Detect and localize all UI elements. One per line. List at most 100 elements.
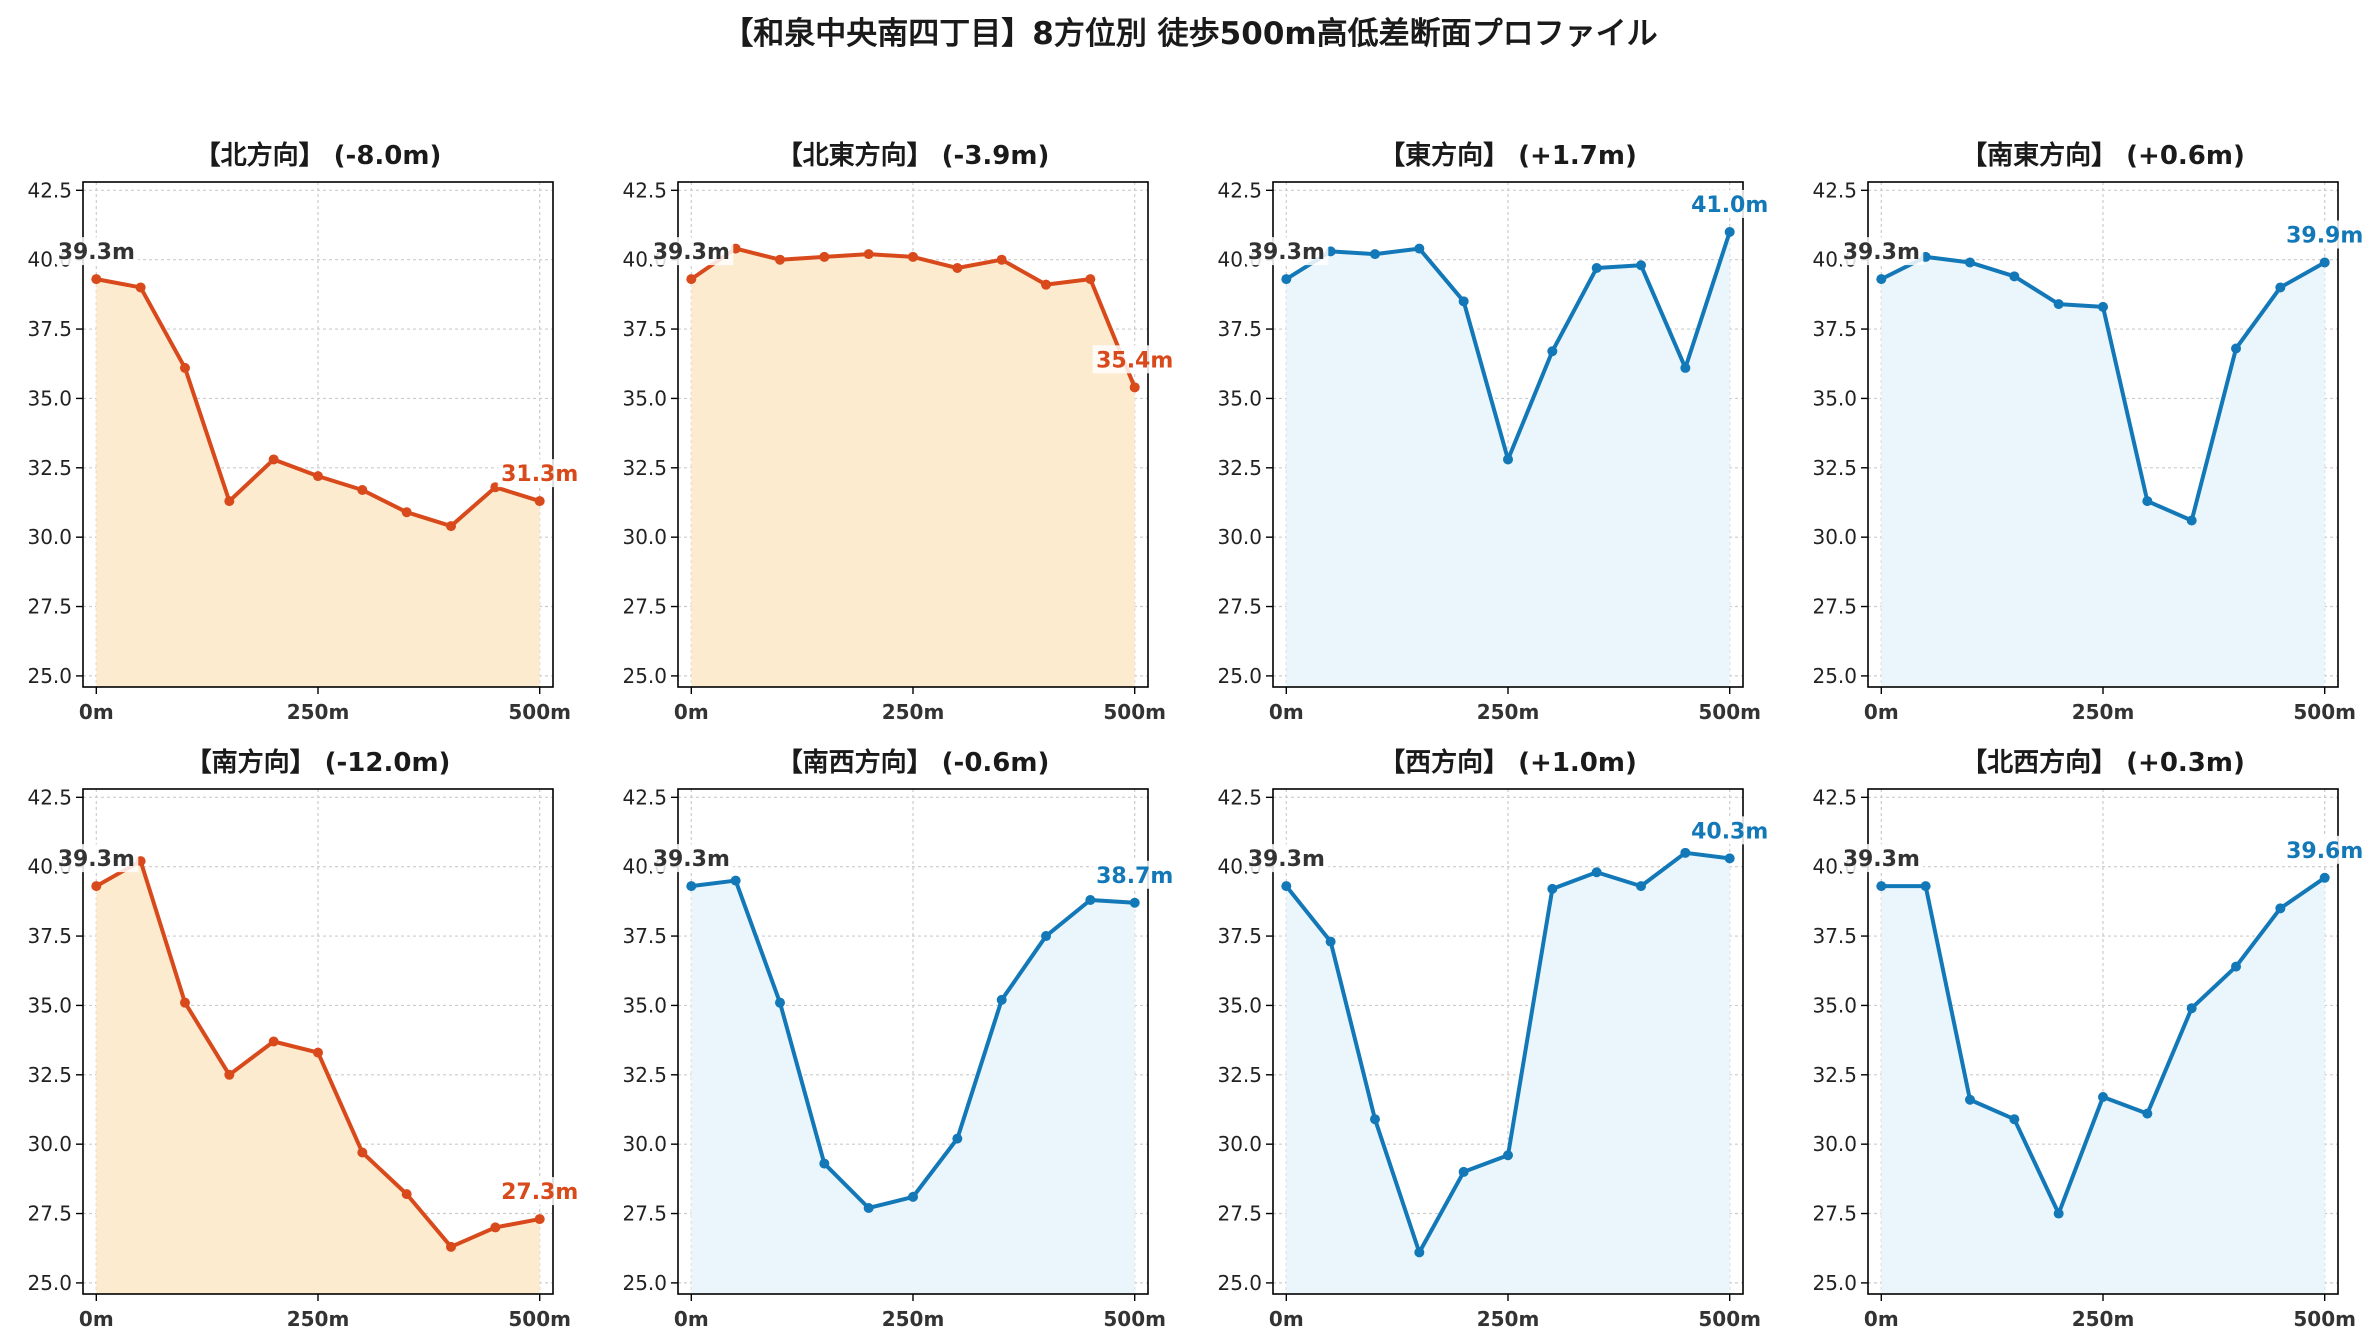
area-fill — [691, 248, 1135, 687]
x-tick-label: 250m — [287, 700, 350, 724]
chart-title: 【南東方向】 (+0.6m) — [1961, 140, 2245, 171]
y-tick-label: 25.0 — [622, 1271, 667, 1295]
data-point — [1041, 931, 1052, 942]
data-point — [1591, 867, 1602, 878]
data-point — [534, 496, 545, 507]
start-elevation-label: 39.3m — [1248, 240, 1325, 265]
x-tick-label: 250m — [2072, 700, 2135, 724]
chart-panel-5: 【南西方向】 (-0.6m)25.027.530.032.535.037.540… — [622, 747, 1177, 1331]
data-point — [446, 521, 457, 532]
data-point — [2009, 271, 2020, 282]
x-tick-label: 0m — [1269, 1307, 1304, 1331]
chart-title: 【東方向】 (+1.7m) — [1379, 140, 1637, 171]
y-tick-label: 27.5 — [1217, 1202, 1262, 1226]
data-point — [2098, 301, 2108, 312]
y-tick-label: 37.5 — [27, 924, 72, 948]
end-label-bg — [1687, 816, 1772, 845]
start-elevation-label: 39.3m — [58, 847, 135, 872]
data-point — [2142, 496, 2153, 507]
start-label-bg — [1841, 844, 1924, 873]
data-point — [1085, 894, 1096, 905]
data-point — [446, 1241, 457, 1252]
end-elevation-label: 40.3m — [1691, 819, 1768, 844]
data-point — [179, 997, 190, 1008]
data-point — [268, 1036, 279, 1047]
data-point — [996, 254, 1007, 265]
x-tick-label: 500m — [2293, 700, 2356, 724]
y-tick-label: 37.5 — [1812, 924, 1857, 948]
data-point — [2231, 343, 2242, 354]
data-point — [313, 1047, 323, 1058]
end-elevation-label: 39.6m — [2286, 839, 2363, 864]
end-elevation-label: 27.3m — [501, 1180, 578, 1205]
y-tick-label: 37.5 — [622, 924, 667, 948]
y-tick-label: 32.5 — [1812, 1063, 1857, 1087]
data-point — [952, 1133, 963, 1144]
area-fill — [691, 880, 1135, 1294]
data-point — [357, 484, 368, 495]
data-point — [135, 282, 146, 293]
end-elevation-label: 41.0m — [1691, 193, 1768, 218]
data-point — [401, 1189, 412, 1200]
start-label-bg — [56, 844, 139, 873]
data-point — [2009, 1114, 2020, 1125]
start-elevation-label: 39.3m — [653, 240, 730, 265]
y-tick-label: 35.0 — [1217, 993, 1262, 1017]
data-point — [1458, 1166, 1469, 1177]
data-point — [863, 249, 874, 260]
x-tick-label: 500m — [2293, 1307, 2356, 1331]
start-label-bg — [56, 237, 139, 266]
data-point — [1281, 274, 1292, 285]
y-tick-label: 42.5 — [1812, 178, 1857, 202]
chart-title: 【南方向】 (-12.0m) — [186, 747, 451, 778]
x-tick-label: 250m — [2072, 1307, 2135, 1331]
data-point — [1636, 260, 1647, 271]
start-elevation-label: 39.3m — [1843, 847, 1920, 872]
data-point — [1636, 881, 1647, 892]
data-point — [774, 254, 785, 265]
y-tick-label: 30.0 — [1812, 1132, 1857, 1156]
data-point — [1547, 346, 1558, 357]
data-point — [534, 1214, 545, 1225]
x-tick-label: 250m — [882, 700, 945, 724]
y-tick-label: 30.0 — [27, 525, 72, 549]
x-tick-label: 500m — [508, 700, 571, 724]
data-point — [2319, 872, 2330, 883]
y-tick-label: 32.5 — [1217, 1063, 1262, 1087]
y-tick-label: 35.0 — [1812, 386, 1857, 410]
y-tick-label: 35.0 — [1217, 386, 1262, 410]
end-label-bg — [1092, 345, 1177, 374]
data-point — [1414, 1247, 1425, 1258]
y-tick-label: 42.5 — [1217, 178, 1262, 202]
area-fill — [1881, 877, 2325, 1294]
data-point — [1369, 1114, 1380, 1125]
data-point — [686, 881, 697, 892]
start-elevation-label: 39.3m — [1248, 847, 1325, 872]
y-tick-label: 30.0 — [622, 525, 667, 549]
data-point — [91, 274, 102, 285]
y-tick-label: 25.0 — [27, 1271, 72, 1295]
data-point — [357, 1147, 368, 1158]
data-point — [1964, 257, 1975, 268]
chart-panel-3: 【南東方向】 (+0.6m)25.027.530.032.535.037.540… — [1812, 140, 2367, 724]
chart-title: 【北方向】 (-8.0m) — [195, 140, 442, 171]
y-tick-label: 30.0 — [27, 1132, 72, 1156]
start-elevation-label: 39.3m — [1843, 240, 1920, 265]
data-point — [2186, 1003, 2197, 1014]
y-tick-label: 42.5 — [27, 178, 72, 202]
data-point — [224, 1069, 235, 1080]
chart-panel-1: 【北東方向】 (-3.9m)25.027.530.032.535.037.540… — [622, 140, 1177, 724]
chart-panel-7: 【北西方向】 (+0.3m)25.027.530.032.535.037.540… — [1812, 747, 2367, 1331]
data-point — [996, 994, 1007, 1005]
data-point — [952, 263, 963, 274]
x-tick-label: 0m — [1269, 700, 1304, 724]
end-label-bg — [1687, 189, 1772, 218]
y-tick-label: 27.5 — [622, 1202, 667, 1226]
data-point — [1458, 296, 1469, 307]
start-elevation-label: 39.3m — [653, 847, 730, 872]
y-tick-label: 37.5 — [622, 317, 667, 341]
y-tick-label: 42.5 — [1812, 785, 1857, 809]
data-point — [490, 1222, 501, 1233]
data-point — [1503, 454, 1513, 465]
